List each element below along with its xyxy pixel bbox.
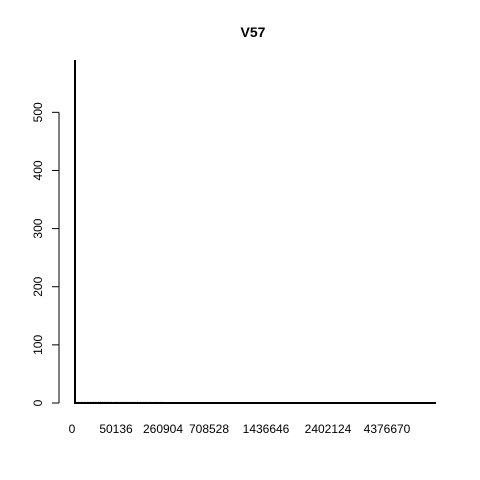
y-tick-label-0: 0 [31,399,45,406]
x-tick-label-3: 708528 [189,422,229,436]
y-tick-label-1: 100 [31,335,45,355]
x-tick-label-2: 260904 [143,422,183,436]
chart-title: V57 [241,24,266,40]
x-tick-label-6: 4376670 [364,422,411,436]
x-tick-label-4: 1436646 [243,422,290,436]
x-tick-label-5: 2402124 [305,422,352,436]
x-tick-label-0: 0 [69,422,76,436]
y-tick-label-4: 400 [31,160,45,180]
y-tick-label-3: 300 [31,218,45,238]
bars [74,60,428,403]
x-tick-label-1: 50136 [99,422,133,436]
y-axis: 0 100 200 300 400 500 [31,102,60,406]
y-tick-label-5: 500 [31,102,45,122]
y-tick-label-2: 200 [31,276,45,296]
x-axis: 0 50136 260904 708528 1436646 2402124 4376670 [69,402,436,436]
